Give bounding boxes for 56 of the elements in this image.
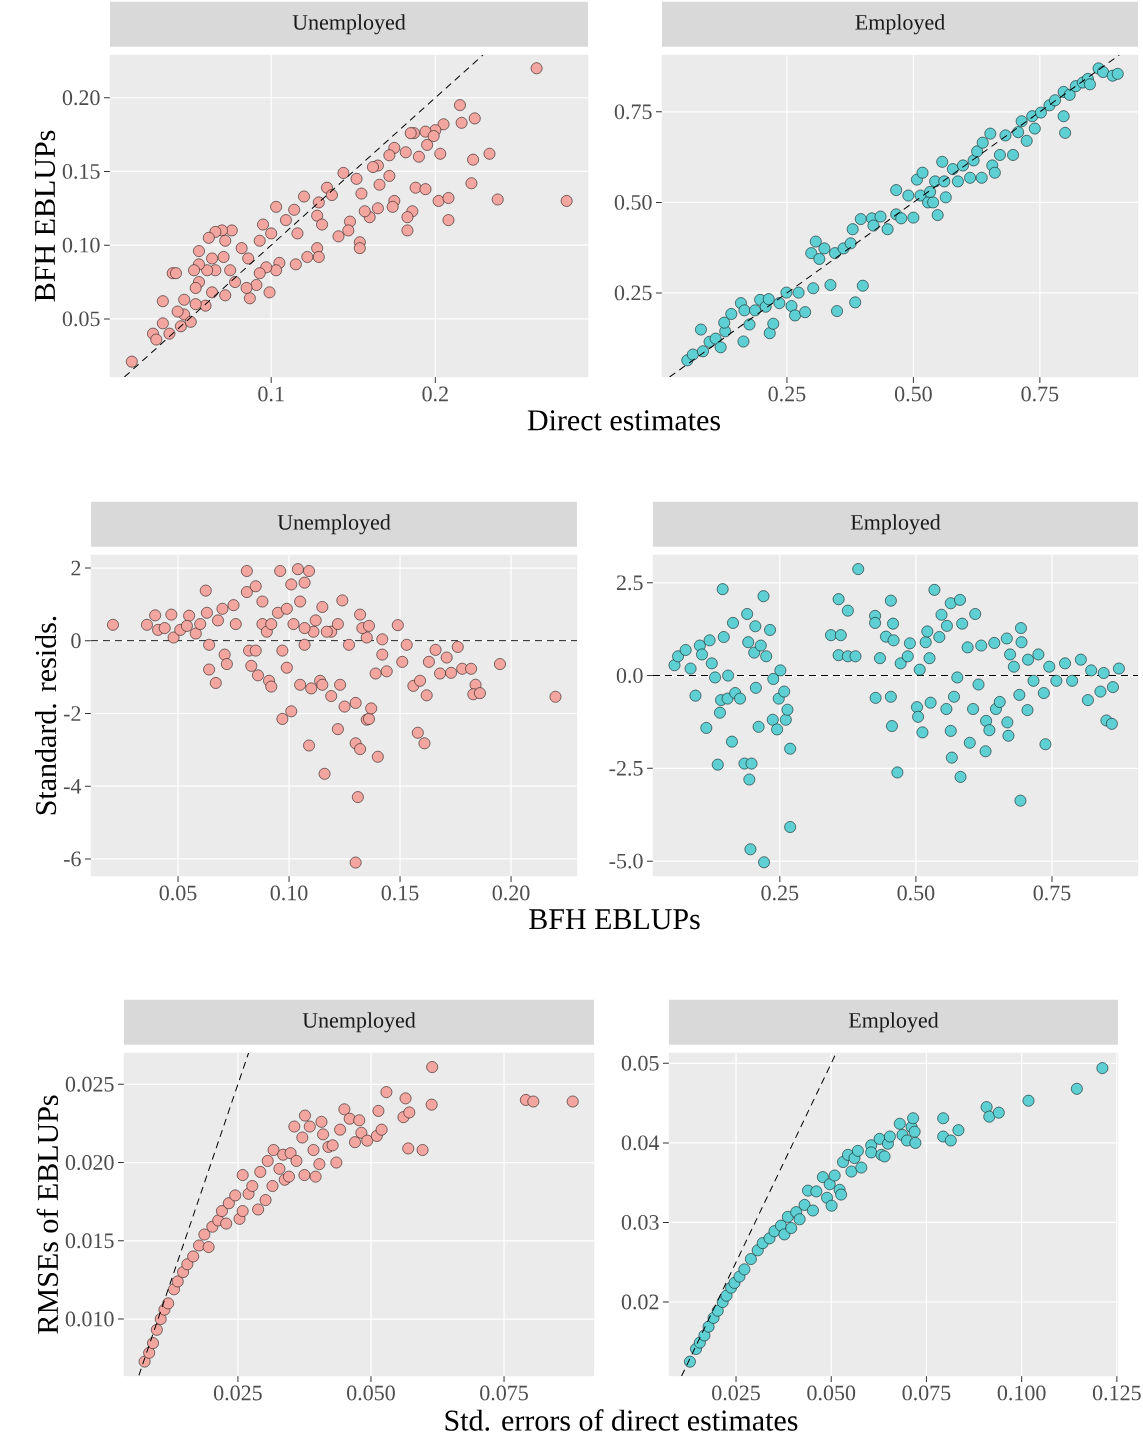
x-tick-label: 0.75	[1021, 386, 1059, 402]
y-tick-label: 2.5	[616, 575, 643, 591]
x-tick-label: 0.10	[270, 885, 308, 901]
x-tick-label: 0.15	[381, 885, 419, 901]
y-tick-label: -2	[63, 706, 81, 721]
x-tick-label: 0.50	[897, 885, 935, 901]
y-tick-label: 0	[71, 633, 81, 649]
x-tick-label: 0.100	[997, 1385, 1046, 1401]
y-axis-title: Standard. resids.	[35, 616, 57, 815]
x-tick-label: 0.2	[422, 386, 448, 402]
y-tick-label: 0.025	[65, 1076, 114, 1092]
y-tick-label: 2	[71, 560, 81, 576]
y-axis-title: RMSEs of EBLUPs	[36, 1095, 59, 1334]
x-tick-label: 0.025	[712, 1385, 760, 1401]
y-tick-label: 0.75	[614, 104, 652, 120]
chart-title: Employed	[848, 1012, 939, 1033]
x-tick-label: 0.75	[1033, 885, 1071, 901]
x-tick-label: 0.050	[347, 1385, 395, 1401]
y-tick-label: -4	[63, 778, 82, 794]
x-axis-title: BFH EBLUPs	[529, 909, 700, 930]
y-tick-label: 0.020	[65, 1155, 114, 1171]
y-tick-label: 0.0	[616, 668, 643, 684]
y-tick-label: 0.05	[62, 311, 100, 327]
x-tick-label: 0.20	[492, 885, 530, 901]
chart-title: Unemployed	[302, 1012, 416, 1033]
y-tick-label: 0.02	[621, 1294, 659, 1310]
y-axis-title: BFH EBLUPs	[35, 130, 56, 302]
chart-title: Unemployed	[292, 14, 406, 35]
x-tick-label: 0.025	[213, 1385, 262, 1401]
y-tick-label: 0.50	[614, 194, 652, 210]
y-tick-label: 0.15	[62, 163, 100, 179]
x-tick-label: 0.050	[807, 1385, 856, 1401]
x-tick-label: 0.125	[1092, 1385, 1141, 1401]
x-tick-label: 0.25	[761, 885, 799, 901]
chart-title: Employed	[855, 14, 945, 35]
y-tick-label: 0.05	[621, 1055, 659, 1071]
y-tick-label: 0.04	[621, 1135, 660, 1151]
chart-title: Employed	[850, 514, 941, 535]
y-tick-label: 0.10	[62, 237, 100, 253]
y-tick-label: 0.25	[614, 285, 652, 301]
y-tick-label: 0.010	[65, 1311, 114, 1327]
y-tick-label: -6	[63, 851, 81, 867]
x-tick-label: 0.075	[902, 1385, 951, 1401]
x-axis-title: Direct estimates	[527, 410, 720, 431]
y-tick-label: 0.20	[62, 90, 100, 106]
x-tick-label: 0.075	[480, 1385, 528, 1401]
x-axis-title: Std. errors of direct estimates	[445, 1409, 798, 1431]
x-tick-label: 0.25	[768, 386, 806, 402]
chart-title: Unemployed	[277, 514, 391, 535]
y-tick-label: -2.5	[609, 760, 643, 776]
y-tick-label: 0.015	[65, 1233, 114, 1249]
x-tick-label: 0.05	[159, 885, 197, 901]
x-tick-label: 0.50	[894, 386, 932, 402]
x-tick-label: 0.1	[258, 386, 284, 402]
y-tick-label: 0.03	[621, 1214, 659, 1230]
y-tick-label: -5.0	[609, 853, 643, 869]
